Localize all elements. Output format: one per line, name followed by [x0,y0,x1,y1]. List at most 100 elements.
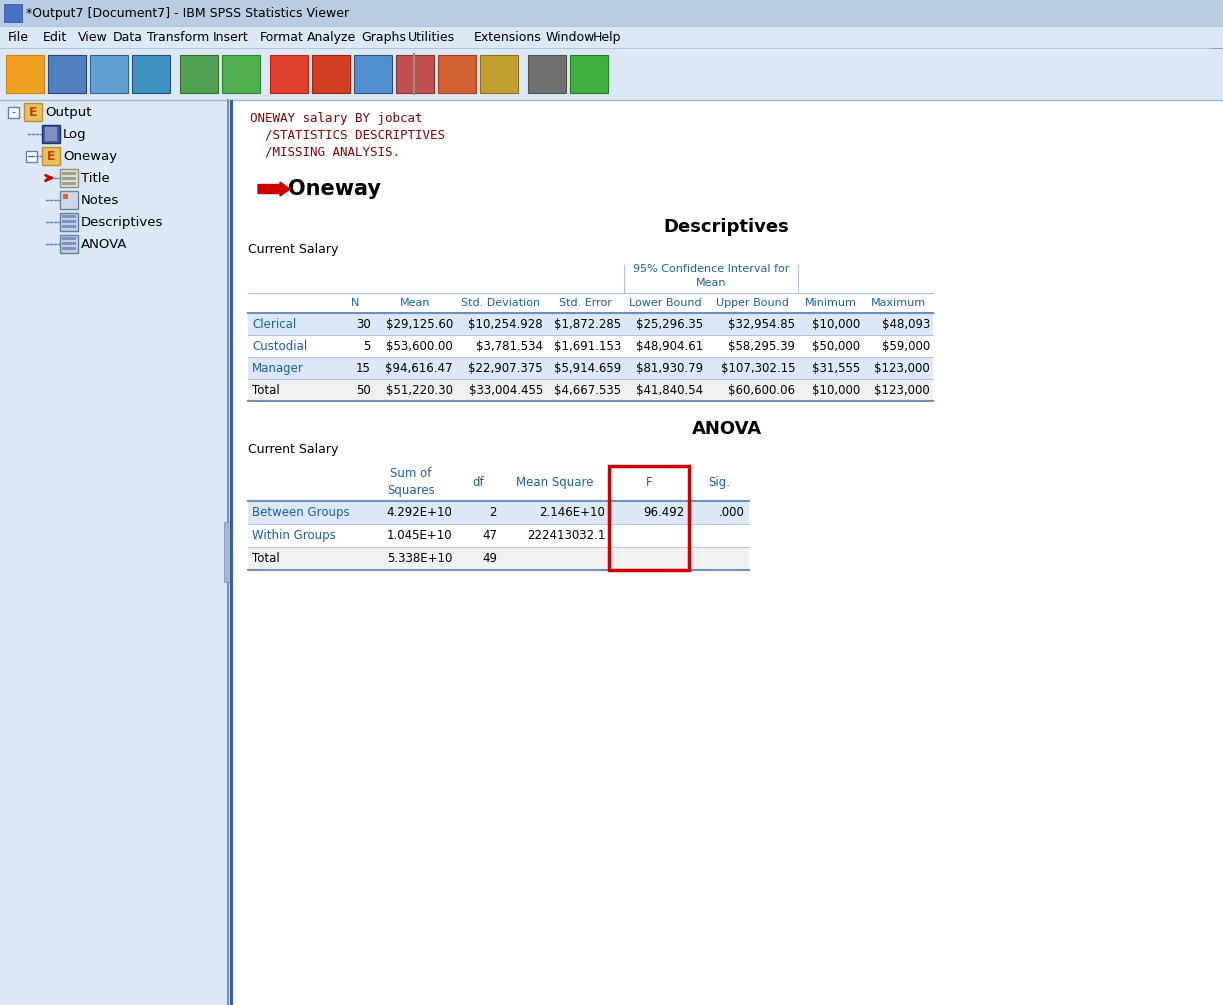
Text: $41,840.54: $41,840.54 [636,384,703,397]
Text: 4.292E+10: 4.292E+10 [386,506,453,519]
Text: 1.045E+10: 1.045E+10 [386,529,453,542]
Text: Extensions: Extensions [473,30,542,43]
Bar [248,379,933,401]
Text: Between Groups: Between Groups [252,506,350,519]
Bar [132,55,170,93]
Bar [6,55,44,93]
Bar [270,55,308,93]
Text: Current Salary: Current Salary [248,242,339,255]
Bar [248,547,748,570]
Text: -: - [11,108,16,118]
Text: Manager: Manager [252,362,303,375]
Text: ANOVA: ANOVA [81,237,127,250]
Bar [248,263,933,313]
Text: Format: Format [260,30,305,43]
Text: .000: .000 [719,506,745,519]
Text: 5: 5 [363,340,371,353]
Bar [62,172,76,175]
Text: Mean: Mean [400,298,430,308]
Text: Utilities: Utilities [408,30,455,43]
Bar [248,313,933,335]
Text: Custodial: Custodial [252,340,307,353]
Text: 49: 49 [482,552,497,565]
Text: Maximum: Maximum [871,298,926,308]
Bar [62,182,76,185]
Text: Current Salary: Current Salary [248,442,339,455]
Bar [62,247,76,250]
Text: F: F [646,475,652,488]
Text: Std. Error: Std. Error [559,298,612,308]
Bar [248,357,933,379]
Text: Graphs: Graphs [361,30,406,43]
Text: Transform: Transform [147,30,209,43]
Text: 222413032.1: 222413032.1 [527,529,605,542]
Text: Total: Total [252,384,280,397]
Bar [62,215,76,218]
Text: ANOVA: ANOVA [691,420,762,438]
Text: N: N [351,298,360,308]
Bar [396,55,434,93]
Text: 15: 15 [356,362,371,375]
Bar [64,194,68,199]
Bar [570,55,608,93]
Text: Descriptives: Descriptives [664,218,789,236]
Text: $58,295.39: $58,295.39 [728,340,795,353]
Text: Mean Square: Mean Square [516,475,593,488]
Text: $48,093: $48,093 [882,318,929,331]
Text: $123,000: $123,000 [874,384,929,397]
Bar [60,235,78,253]
Text: $31,555: $31,555 [812,362,860,375]
Bar [180,55,218,93]
Text: $10,000: $10,000 [812,384,860,397]
Bar [4,4,22,22]
Text: Edit: Edit [43,30,67,43]
Bar [24,103,42,121]
Text: $32,954.85: $32,954.85 [728,318,795,331]
Bar [26,151,37,162]
Bar [91,55,128,93]
Bar [62,225,76,228]
Bar [230,100,1223,1005]
Text: Oneway: Oneway [64,150,117,163]
Text: $5,914.659: $5,914.659 [554,362,621,375]
Text: Oneway: Oneway [287,179,382,199]
Bar [479,55,519,93]
Text: /MISSING ANALYSIS.: /MISSING ANALYSIS. [249,146,400,159]
Bar [248,524,748,547]
Text: $1,872.285: $1,872.285 [554,318,621,331]
Text: Within Groups: Within Groups [252,529,336,542]
Bar [62,242,76,245]
Bar [62,237,76,240]
Bar [60,169,78,187]
Text: $10,254.928: $10,254.928 [468,318,543,331]
Text: Lower Bound: Lower Bound [629,298,701,308]
Text: 95% Confidence Interval for
Mean: 95% Confidence Interval for Mean [632,264,789,287]
Bar [62,220,76,223]
Text: 50: 50 [356,384,371,397]
Text: Analyze: Analyze [307,30,357,43]
Text: Insert: Insert [213,30,248,43]
FancyArrow shape [258,182,290,196]
Text: $81,930.79: $81,930.79 [636,362,703,375]
Text: /STATISTICS DESCRIPTIVES: /STATISTICS DESCRIPTIVES [249,129,445,142]
Text: $51,220.30: $51,220.30 [386,384,453,397]
Text: $4,667.535: $4,667.535 [554,384,621,397]
Text: E: E [29,106,37,119]
Text: E: E [46,150,55,163]
Bar [609,466,689,570]
Bar [223,55,260,93]
Text: $25,296.35: $25,296.35 [636,318,703,331]
Text: $48,904.61: $48,904.61 [636,340,703,353]
Bar [60,191,78,209]
Text: Output: Output [45,106,92,119]
Text: Sum of
Squares: Sum of Squares [388,467,435,497]
Bar [45,127,57,141]
Text: View: View [77,30,108,43]
Bar [248,501,748,524]
Text: 47: 47 [482,529,497,542]
Bar [42,147,60,165]
Bar [0,100,227,1005]
Text: $123,000: $123,000 [874,362,929,375]
Text: $29,125.60: $29,125.60 [385,318,453,331]
Bar [9,107,20,118]
